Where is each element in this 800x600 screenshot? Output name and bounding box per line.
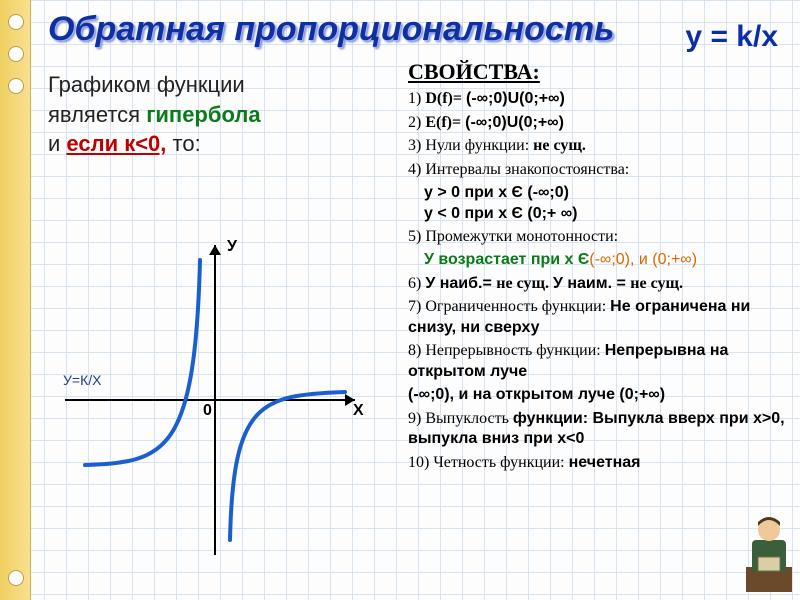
prop-1: 1) D(f)= (-∞;0)U(0;+∞): [408, 89, 786, 109]
prop-2: 2) E(f)= (-∞;0)U(0;+∞): [408, 113, 786, 133]
prop-4-sub2: y < 0 при х Є (0;+ ∞): [408, 204, 786, 224]
origin-label: 0: [203, 402, 212, 420]
prop-5: 5) Промежутки монотонности:: [408, 227, 786, 247]
page-title: Обратная пропорциональность: [48, 10, 614, 49]
y-axis-arrow: [209, 245, 221, 255]
prop-4-sub1: y > 0 при х Є (-∞;0): [408, 183, 786, 203]
prop-5-sub: У возрастает при х Є(-∞;0), и (0;+∞): [408, 250, 786, 270]
prop-7: 7) Ограниченность функции: Не ограничена…: [408, 297, 786, 338]
hyperbola-branch-top-left: [85, 260, 200, 465]
prop-6: 6) У наиб.= не сущ. У наим. = не сущ.: [408, 274, 786, 294]
prop-8a: 8) Непрерывность функции: Непрерывна на …: [408, 341, 786, 382]
properties-heading: СВОЙСТВА:: [408, 58, 786, 86]
formula: у = k/x: [685, 20, 778, 54]
chart-svg: [55, 210, 365, 570]
notebook-spine: [0, 0, 31, 600]
student-icon: [746, 512, 792, 592]
function-label: У=К/Х: [63, 372, 101, 388]
hyperbola-chart: У Х 0 У=К/Х: [55, 210, 355, 570]
x-axis-label: Х: [353, 402, 364, 420]
prop-9: 9) Выпуклость функции: Выпукла вверх при…: [408, 409, 786, 450]
desc-line2: является гипербола: [48, 100, 388, 130]
desc-line1: Графиком функции: [48, 70, 388, 100]
properties-block: СВОЙСТВА: 1) D(f)= (-∞;0)U(0;+∞) 2) E(f)…: [408, 58, 786, 476]
prop-3: 3) Нули функции: не сущ.: [408, 136, 786, 156]
desc-line3: и если к<0, то:: [48, 129, 388, 159]
prop-4: 4) Интервалы знакопостоянства:: [408, 160, 786, 180]
prop-10: 10) Четность функции: нечетная: [408, 453, 786, 473]
description-block: Графиком функции является гипербола и ес…: [48, 70, 388, 159]
hyperbola-branch-bottom-right: [230, 392, 345, 540]
prop-8c: (-∞;0), и на открытом луче (0;+∞): [408, 385, 786, 405]
y-axis-label: У: [227, 238, 237, 256]
